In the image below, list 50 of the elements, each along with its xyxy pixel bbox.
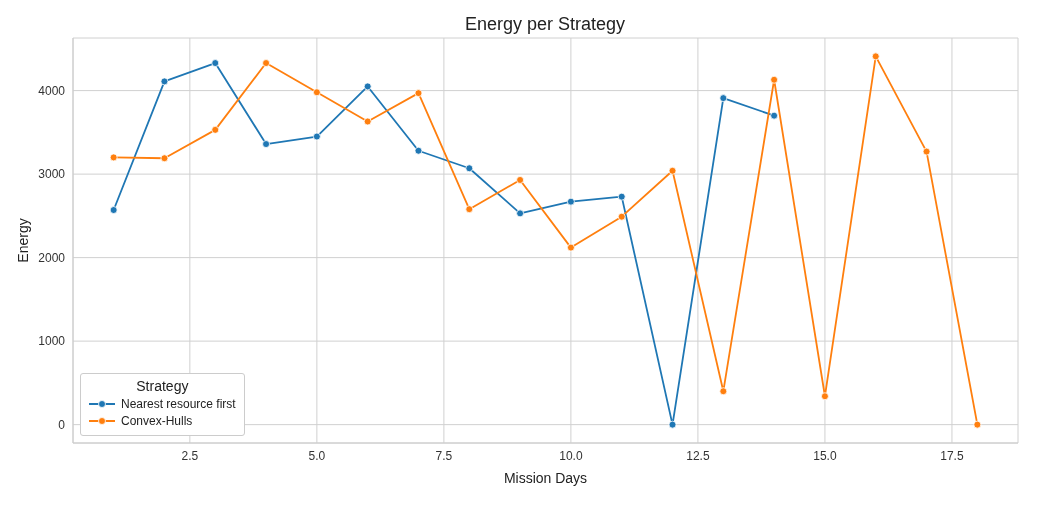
- legend-label: Convex-Hulls: [121, 414, 193, 428]
- point: [414, 89, 423, 98]
- x-tick-label: 7.5: [435, 448, 453, 463]
- chart-title: Energy per Strategy: [464, 14, 626, 34]
- point: [770, 111, 779, 120]
- point: [109, 153, 118, 162]
- legend-title: Strategy: [135, 378, 190, 394]
- point: [719, 387, 728, 396]
- point: [312, 132, 321, 141]
- point: [719, 94, 728, 103]
- point: [973, 420, 982, 429]
- y-tick-label: 0: [58, 417, 66, 432]
- y-tick-label: 2000: [38, 250, 66, 265]
- point: [465, 205, 474, 214]
- point: [211, 59, 220, 67]
- point: [262, 140, 270, 148]
- x-axis-title: Mission Days: [503, 470, 588, 486]
- x-tick-label: 12.5: [686, 448, 710, 463]
- point: [922, 147, 931, 156]
- point: [668, 166, 677, 175]
- point: [567, 243, 575, 252]
- point: [770, 75, 779, 84]
- point: [414, 146, 423, 155]
- point: [465, 164, 474, 173]
- x-tick-label: 2.5: [181, 448, 199, 463]
- point: [160, 77, 169, 86]
- point: [262, 59, 270, 67]
- x-tick-label: 10.0: [559, 448, 583, 463]
- y-tick-label: 3000: [38, 167, 66, 182]
- point: [617, 212, 626, 221]
- y-axis-title: Energy: [14, 218, 31, 263]
- point: [363, 82, 372, 91]
- x-tick-label: 5.0: [308, 448, 326, 463]
- point: [211, 125, 220, 134]
- point: [160, 154, 169, 163]
- y-tick-label: 4000: [38, 83, 66, 98]
- point: [871, 52, 880, 61]
- x-tick-label: 17.5: [940, 448, 964, 463]
- point: [109, 206, 118, 214]
- point: [312, 88, 321, 97]
- point: [668, 420, 677, 429]
- legend-label: Nearest resource first: [121, 397, 236, 411]
- y-tick-label: 1000: [38, 334, 66, 349]
- point: [617, 192, 626, 201]
- point: [567, 197, 575, 206]
- point: [821, 392, 829, 401]
- point: [516, 209, 524, 218]
- point: [363, 117, 372, 126]
- point: [516, 176, 524, 184]
- x-tick-label: 15.0: [813, 448, 837, 463]
